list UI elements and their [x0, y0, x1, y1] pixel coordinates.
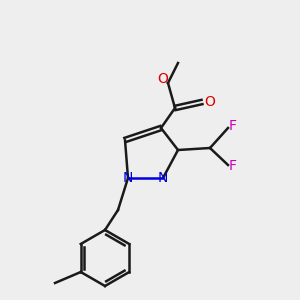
- Text: N: N: [158, 171, 168, 185]
- Text: O: O: [158, 72, 168, 86]
- Text: F: F: [229, 119, 237, 133]
- Text: O: O: [205, 95, 215, 109]
- Text: N: N: [123, 171, 133, 185]
- Text: F: F: [229, 159, 237, 173]
